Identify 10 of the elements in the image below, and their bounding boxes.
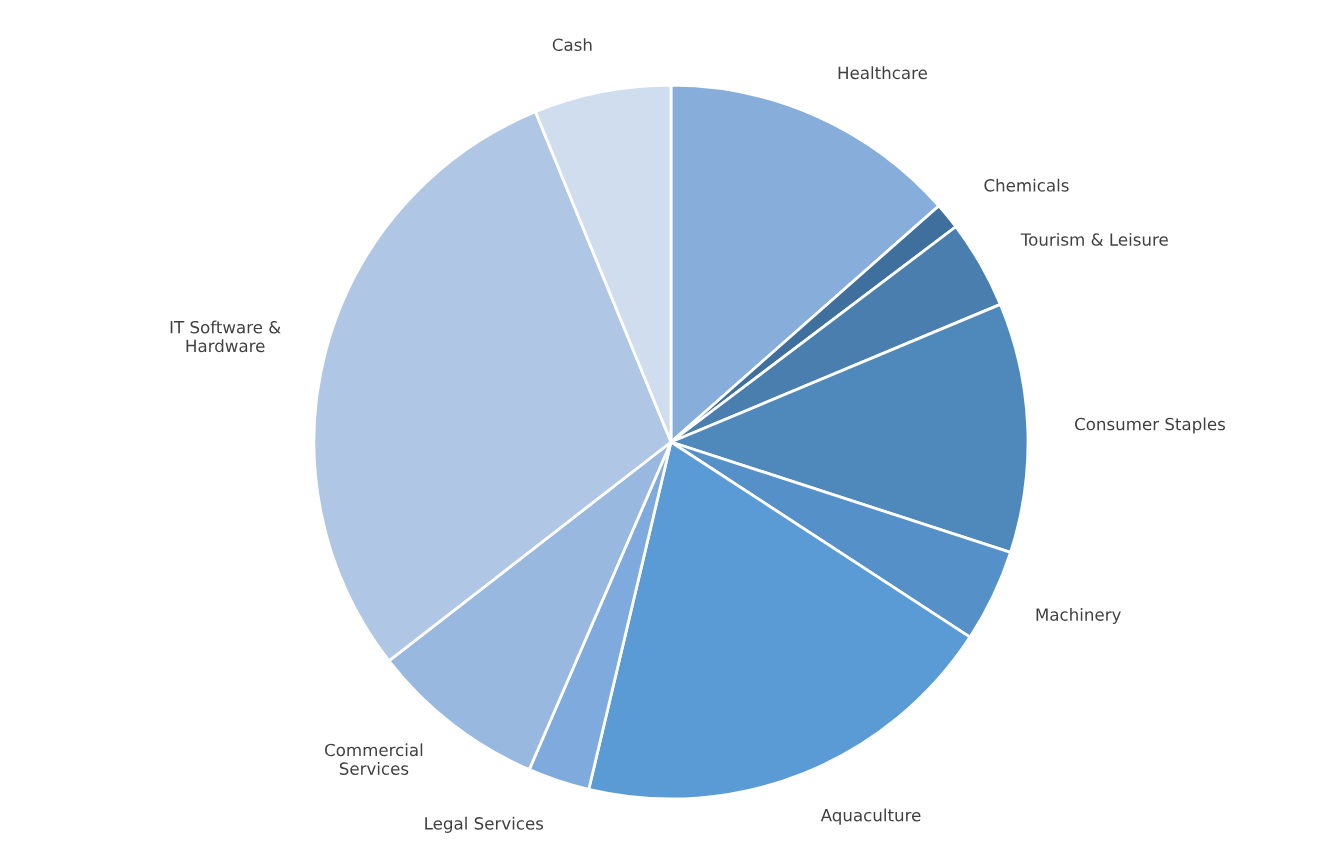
slice-label: Legal Services	[425, 816, 544, 833]
slice-label: Consumer Staples	[1075, 417, 1226, 434]
slice-label: IT Software & Hardware	[170, 320, 281, 353]
slice-label: Cash	[552, 38, 592, 52]
slice-label: Commercial Services	[325, 743, 423, 775]
slice-label: Machinery	[1036, 607, 1121, 625]
slice-label: Healthcare	[838, 66, 927, 80]
slice-label: Aquaculture	[820, 808, 921, 825]
slice-label: Chemicals	[984, 178, 1069, 192]
slice-label: Tourism & Leisure	[1020, 232, 1168, 246]
